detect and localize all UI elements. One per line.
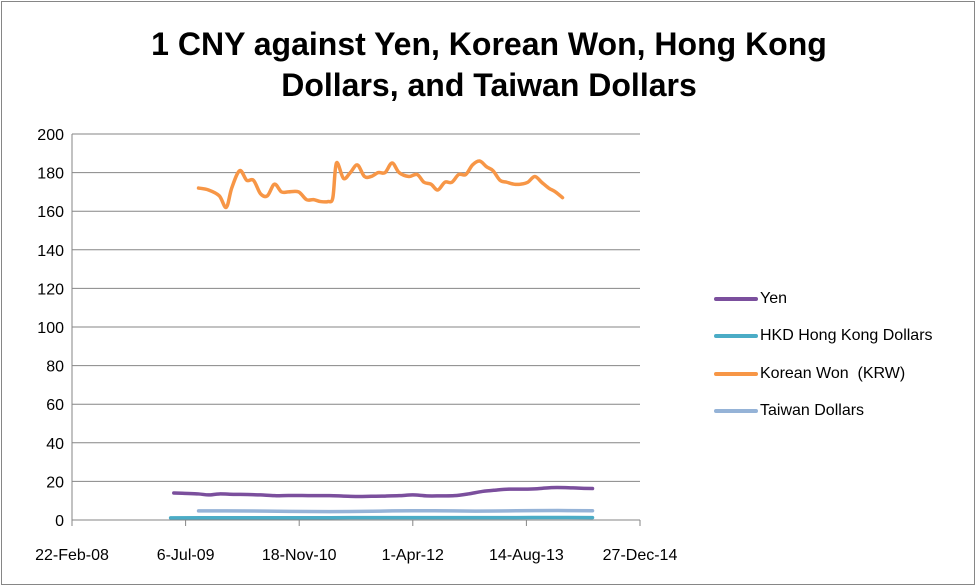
chart-title-line-2: Dollars, and Taiwan Dollars bbox=[281, 67, 697, 103]
y-tick-label: 100 bbox=[37, 320, 64, 337]
x-tick-label: 6-Jul-09 bbox=[157, 547, 215, 564]
y-tick-label: 60 bbox=[46, 397, 64, 414]
y-tick-label: 20 bbox=[46, 474, 64, 491]
legend-label: Taiwan Dollars bbox=[760, 402, 865, 420]
series-lines bbox=[168, 159, 595, 520]
y-tick-label: 180 bbox=[37, 166, 64, 183]
chart-title: 1 CNY against Yen, Korean Won, Hong Kong… bbox=[0, 24, 978, 106]
x-tick-label: 22-Feb-08 bbox=[35, 547, 109, 564]
y-tick-label: 80 bbox=[46, 359, 64, 376]
y-tick-label: 160 bbox=[37, 204, 64, 221]
series-line-3 bbox=[196, 508, 595, 514]
legend-swatch bbox=[714, 371, 758, 376]
x-tick-label: 18-Nov-10 bbox=[262, 547, 337, 564]
y-tick-label: 40 bbox=[46, 436, 64, 453]
legend-item-0: Yen bbox=[714, 280, 974, 318]
y-tick-label: 120 bbox=[37, 281, 64, 298]
gridlines bbox=[72, 133, 640, 482]
legend-label: Korean Won (KRW) bbox=[760, 364, 906, 382]
legend-swatch bbox=[714, 409, 758, 414]
x-tick-label: 14-Aug-13 bbox=[489, 547, 564, 564]
legend-item-1: HKD Hong Kong Dollars bbox=[714, 318, 974, 356]
legend-label: HKD Hong Kong Dollars bbox=[760, 327, 933, 345]
legend-item-2: Korean Won (KRW) bbox=[714, 355, 974, 393]
y-tick-labels: 0 20 40 60 80 100 120 140 160 180 200 bbox=[37, 127, 64, 530]
x-tick-labels: 22-Feb-08 6-Jul-09 18-Nov-10 1-Apr-12 14-Aug… bbox=[35, 547, 677, 564]
legend: Yen HKD Hong Kong Dollars Korean Won (KRW)… bbox=[714, 280, 974, 430]
series-line-0 bbox=[172, 485, 595, 499]
x-tick-label: 27-Dec-14 bbox=[603, 547, 678, 564]
legend-swatch bbox=[714, 296, 758, 301]
legend-swatch bbox=[714, 334, 758, 339]
x-tick-label: 1-Apr-12 bbox=[382, 547, 444, 564]
legend-item-3: Taiwan Dollars bbox=[714, 393, 974, 431]
y-tick-label: 0 bbox=[55, 513, 64, 530]
chart-title-line-1: 1 CNY against Yen, Korean Won, Hong Kong bbox=[151, 26, 827, 62]
axes bbox=[71, 134, 641, 526]
y-tick-label: 200 bbox=[37, 127, 64, 144]
legend-label: Yen bbox=[760, 289, 787, 307]
series-line-2 bbox=[196, 159, 565, 210]
y-tick-label: 140 bbox=[37, 243, 64, 260]
